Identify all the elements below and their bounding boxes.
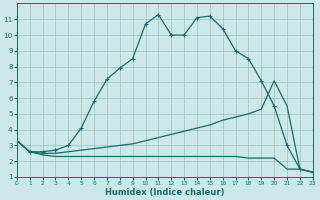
X-axis label: Humidex (Indice chaleur): Humidex (Indice chaleur) [105,188,225,197]
